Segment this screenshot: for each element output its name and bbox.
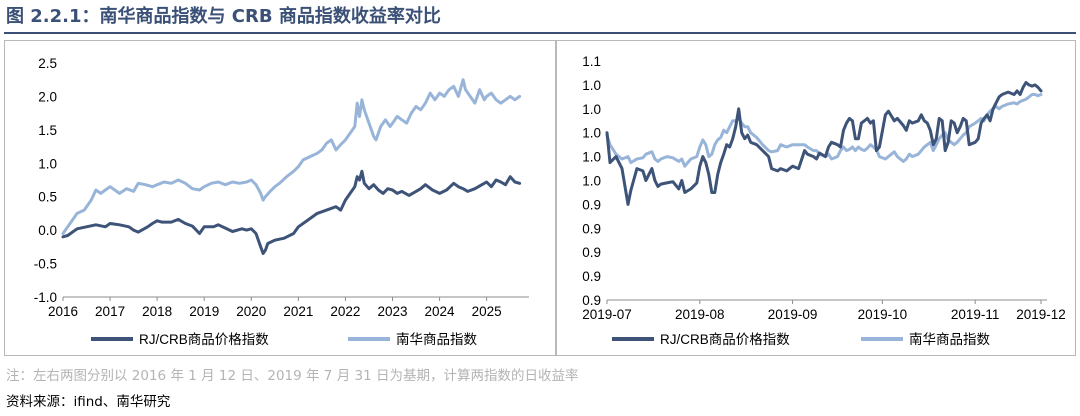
y-tick-label: 1.0 — [582, 102, 601, 117]
series-line-nanhua — [61, 78, 522, 235]
y-tick-label: -1.0 — [34, 290, 57, 305]
x-tick-label: 2019-10 — [858, 307, 908, 322]
legend-label: RJ/CRB商品价格指数 — [660, 332, 790, 347]
x-tick-label: 2025 — [472, 304, 502, 319]
series-line-nanhua — [605, 93, 1043, 168]
y-tick-label: 1.0 — [582, 78, 601, 93]
series-line-rj-crb — [605, 81, 1043, 206]
y-tick-label: 0.9 — [582, 197, 601, 212]
left-chart-panel: 2.5 2.0 1.5 1.0 0.5 0.0 -0.5 -1.0 2016 2017 2018 20… — [4, 40, 556, 356]
x-tick-label: 2019-09 — [768, 307, 818, 322]
chart-note: 注：左右两图分别以 2016 年 1 月 12 日、2019 年 7 月 31 … — [6, 368, 579, 384]
x-tick-label: 2019-07 — [582, 307, 632, 322]
y-tick-label: 0.5 — [38, 190, 57, 205]
legend-label: 南华商品指数 — [396, 332, 477, 347]
y-tick-label: 0.9 — [582, 293, 601, 308]
y-tick-label: 1.0 — [582, 174, 601, 189]
y-tick-label: 1.0 — [582, 126, 601, 141]
title-divider — [4, 32, 1076, 34]
legend-label: 南华商品指数 — [909, 332, 990, 347]
series-line-rj-crb — [61, 169, 522, 255]
x-tick-label: 2023 — [377, 304, 407, 319]
x-tick-label: 2024 — [425, 304, 456, 319]
y-tick-label: 1.0 — [38, 156, 57, 171]
x-tick-label: 2019-12 — [1016, 307, 1066, 322]
x-tick-label: 2021 — [283, 304, 313, 319]
x-tick-label: 2019-11 — [951, 307, 1000, 322]
right-line-chart: 1.11.01.01.01.01.00.90.90.90.90.92019-07… — [582, 54, 1066, 347]
legend-label: RJ/CRB商品价格指数 — [139, 332, 269, 347]
y-tick-label: 2.0 — [38, 89, 57, 104]
x-tick-label: 2018 — [142, 304, 172, 319]
x-tick-label: 2019 — [189, 304, 219, 319]
x-tick-label: 2017 — [95, 304, 125, 319]
x-tick-label: 2022 — [330, 304, 360, 319]
y-tick-label: 0.9 — [582, 245, 601, 260]
x-tick-label: 2016 — [48, 304, 78, 319]
y-tick-label: 1.1 — [582, 54, 601, 69]
y-tick-label: 0.9 — [582, 269, 601, 284]
y-tick-label: 1.5 — [38, 123, 57, 138]
y-tick-label: 1.0 — [582, 150, 601, 165]
data-source: 资料来源：ifind、南华研究 — [6, 394, 171, 410]
y-tick-label: 0.0 — [38, 223, 57, 238]
y-tick-label: 0.9 — [582, 221, 601, 236]
right-chart-panel: 1.1 1.0 1.0 1.0 1.0 1.0 0.9 0.9 0.9 0.9 0.9 2019-07… — [556, 40, 1076, 356]
chart-title: 图 2.2.1：南华商品指数与 CRB 商品指数收益率对比 — [6, 6, 441, 27]
x-tick-label: 2020 — [236, 304, 266, 319]
x-tick-label: 2019-08 — [675, 307, 725, 322]
y-tick-label: 2.5 — [38, 56, 57, 71]
y-tick-label: -0.5 — [34, 257, 57, 272]
